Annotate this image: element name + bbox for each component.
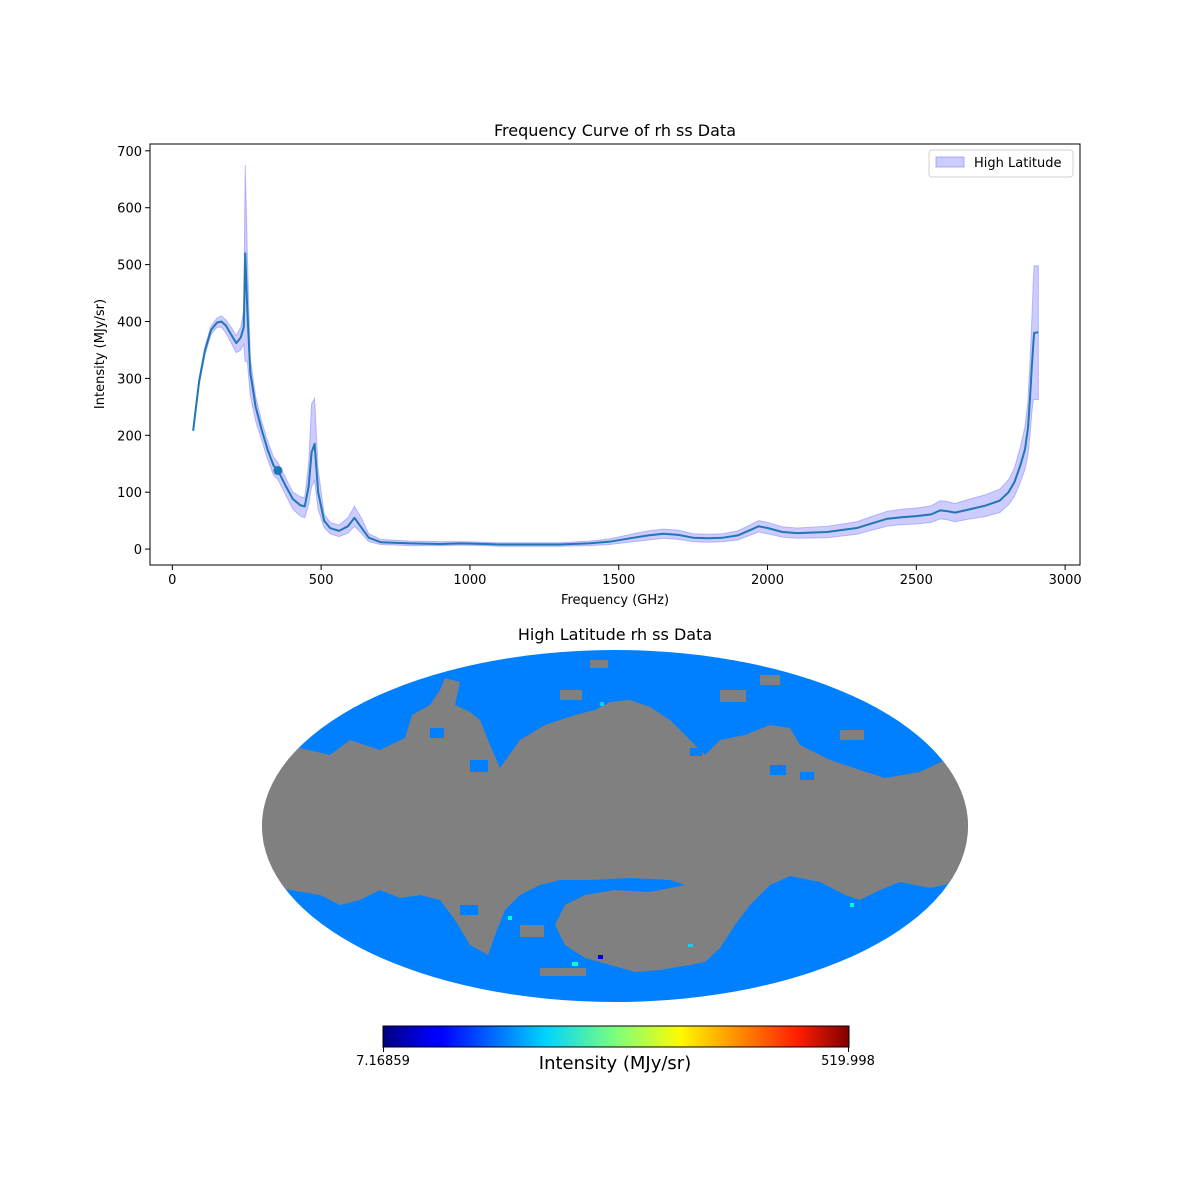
x-tick-label: 500 — [309, 573, 334, 588]
y-tick-label: 200 — [117, 429, 142, 444]
series-marker — [273, 466, 283, 476]
y-tick-label: 700 — [117, 145, 142, 160]
x-tick-label: 2500 — [900, 573, 933, 588]
y-ticks: 0 100 200 300 400 500 600 700 — [117, 145, 150, 558]
frequency-chart: Frequency Curve of rh ss Data 0 500 1000 15… — [93, 121, 1082, 608]
y-tick-label: 400 — [117, 316, 142, 331]
map-patches — [380, 660, 864, 976]
legend-box — [928, 149, 1074, 178]
colorbar-title: Intensity (MJy/sr) — [539, 1053, 691, 1074]
sky-map: High Latitude rh ss Data — [262, 625, 968, 1074]
x-tick-label: 1000 — [453, 573, 486, 588]
y-tick-label: 100 — [117, 486, 142, 501]
x-ticks: 0 500 1000 1500 2000 2500 3000 — [168, 565, 1082, 588]
masked-region — [262, 678, 968, 972]
plot-frame — [149, 143, 1081, 566]
series-line — [192, 252, 1039, 546]
y-tick-label: 300 — [117, 372, 142, 387]
map-title: High Latitude rh ss Data — [518, 625, 712, 644]
chart-title: Frequency Curve of rh ss Data — [494, 121, 736, 140]
colorbar: 7.16859 519.998 Intensity (MJy/sr) — [356, 1025, 875, 1074]
band-layer — [192, 165, 1039, 547]
colorbar-max-label: 519.998 — [821, 1054, 875, 1069]
legend-swatch — [935, 156, 965, 168]
y-tick-label: 0 — [134, 543, 142, 558]
y-tick-label: 600 — [117, 202, 142, 217]
x-tick-label: 2000 — [751, 573, 784, 588]
colorbar-min-label: 7.16859 — [356, 1054, 410, 1069]
legend: High Latitude — [928, 149, 1074, 178]
y-axis-label: Intensity (MJy/sr) — [93, 299, 108, 409]
line-layer — [192, 252, 1039, 546]
x-tick-label: 3000 — [1049, 573, 1082, 588]
legend-label: High Latitude — [974, 156, 1062, 171]
confidence-band — [192, 165, 1039, 547]
y-tick-label: 500 — [117, 259, 142, 274]
colorbar-gradient — [382, 1025, 850, 1048]
x-tick-label: 1500 — [602, 573, 635, 588]
map-ellipse — [262, 650, 968, 1002]
x-tick-label: 0 — [168, 573, 176, 588]
x-axis-label: Frequency (GHz) — [561, 593, 669, 608]
